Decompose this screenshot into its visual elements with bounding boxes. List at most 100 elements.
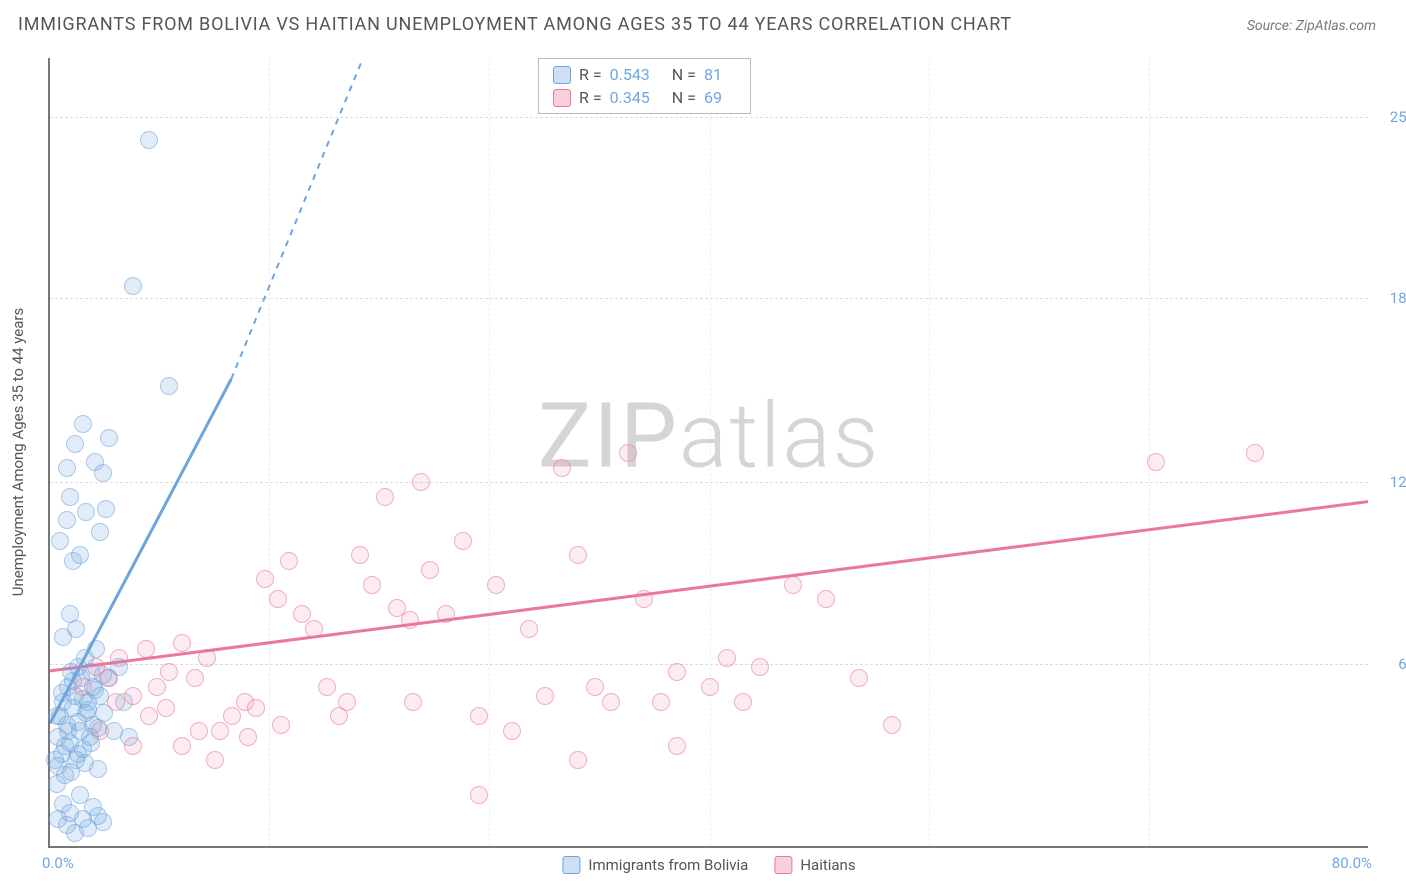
data-point [437,605,455,623]
data-point [412,473,430,491]
data-point [553,459,571,477]
y-gridline [50,482,1368,483]
data-point [110,649,128,667]
data-point [71,546,89,564]
data-point [67,620,85,638]
data-point [470,707,488,725]
data-point [173,737,191,755]
data-point [376,488,394,506]
data-point [520,620,538,638]
data-point [140,707,158,725]
data-point [269,590,287,608]
data-point [61,488,79,506]
n-value-haitians: 69 [704,88,722,107]
data-point [470,786,488,804]
data-point [1147,453,1165,471]
y-tick-label: 12.5% [1390,473,1406,491]
data-point [239,728,257,746]
data-point [619,444,637,462]
y-axis-label: Unemployment Among Ages 35 to 44 years [9,308,27,596]
data-point [58,459,76,477]
y-tick-label: 6.3% [1398,655,1406,673]
data-point [256,570,274,588]
data-point [351,546,369,564]
swatch-blue-icon [562,856,580,874]
data-point [536,687,554,705]
data-point [701,678,719,696]
data-point [124,737,142,755]
y-gridline [50,664,1368,665]
data-point [586,678,604,696]
chart-plot-area: Unemployment Among Ages 35 to 44 years 6… [48,58,1368,848]
x-gridline [269,58,270,846]
legend-item-haitians: Haitians [774,856,855,874]
data-point [66,435,84,453]
data-point [99,669,117,687]
source-attribution: Source: ZipAtlas.com [1247,18,1376,34]
data-point [421,561,439,579]
data-point [668,737,686,755]
data-point [100,429,118,447]
data-point [850,669,868,687]
y-tick-label: 18.8% [1390,289,1406,307]
data-point [734,693,752,711]
chart-title: IMMIGRANTS FROM BOLIVIA VS HAITIAN UNEMP… [18,14,1012,35]
data-point [206,751,224,769]
x-gridline [1149,58,1150,846]
x-gridline [710,58,711,846]
y-gridline [50,117,1368,118]
data-point [784,576,802,594]
data-point [401,611,419,629]
data-point [74,415,92,433]
data-point [1246,444,1264,462]
data-point [652,693,670,711]
data-point [569,546,587,564]
legend-item-bolivia: Immigrants from Bolivia [562,856,748,874]
stats-legend: R =0.543 N =81 R =0.345 N =69 [538,58,751,114]
data-point [91,523,109,541]
data-point [817,590,835,608]
data-point [247,699,265,717]
data-point [198,649,216,667]
stats-row-bolivia: R =0.543 N =81 [553,63,736,86]
n-value-bolivia: 81 [704,65,722,84]
data-point [51,532,69,550]
watermark: ZIPatlas [538,384,880,489]
swatch-pink [553,89,571,107]
legend-label-haitians: Haitians [800,856,855,874]
r-value-bolivia: 0.543 [610,65,650,84]
data-point [77,503,95,521]
data-point [124,687,142,705]
y-gridline [50,298,1368,299]
legend-label-bolivia: Immigrants from Bolivia [588,856,748,874]
data-point [569,751,587,769]
data-point [503,722,521,740]
data-point [157,699,175,717]
data-point [454,532,472,550]
data-point [91,722,109,740]
data-point [223,707,241,725]
data-point [280,552,298,570]
data-point [602,693,620,711]
x-gridline [489,58,490,846]
data-point [79,701,97,719]
data-point [338,693,356,711]
data-point [404,693,422,711]
r-value-haitians: 0.345 [610,88,650,107]
data-point [718,649,736,667]
data-point [107,693,125,711]
data-point [160,377,178,395]
data-point [140,131,158,149]
data-point [89,760,107,778]
data-point [318,678,336,696]
data-point [58,511,76,529]
stats-row-haitians: R =0.345 N =69 [553,86,736,109]
data-point [668,663,686,681]
data-point [363,576,381,594]
data-point [305,620,323,638]
data-point [272,716,290,734]
data-point [94,813,112,831]
data-point [148,678,166,696]
data-point [74,678,92,696]
y-tick-label: 25.0% [1390,108,1406,126]
